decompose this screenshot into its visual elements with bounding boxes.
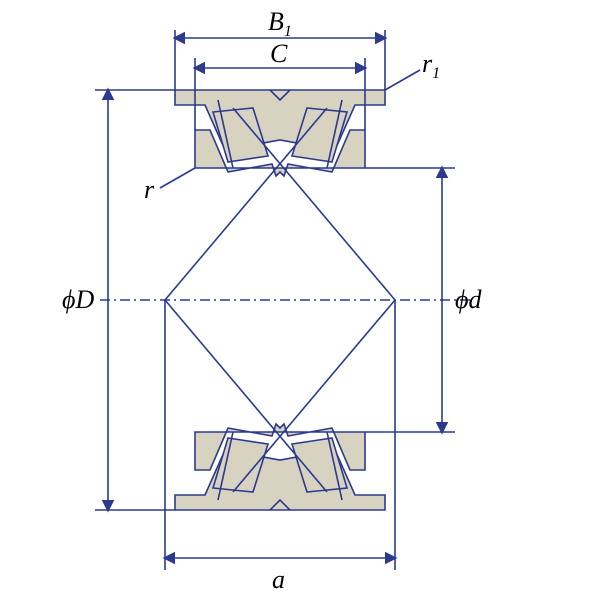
label-phiD: ϕD xyxy=(62,285,94,314)
label-phid: ϕd xyxy=(455,285,482,314)
label-B1: B1 xyxy=(268,7,292,40)
label-r1: r1 xyxy=(422,49,440,82)
dim-r xyxy=(160,168,195,188)
label-r: r xyxy=(144,175,155,204)
upper-section xyxy=(165,90,395,300)
label-C: C xyxy=(270,39,288,68)
label-a: a xyxy=(272,565,285,594)
bearing-diagram: B1 C r1 r ϕD ϕd a xyxy=(0,0,600,600)
lower-section xyxy=(165,300,395,510)
dim-r1 xyxy=(385,70,420,90)
